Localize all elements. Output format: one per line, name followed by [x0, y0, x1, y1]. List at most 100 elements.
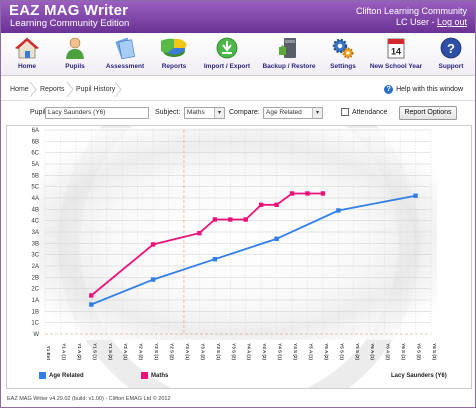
data-point[interactable]: [336, 208, 341, 213]
data-point[interactable]: [274, 202, 279, 207]
chevron-down-icon: ▾: [312, 108, 322, 118]
data-point[interactable]: [150, 242, 156, 247]
attendance-label: Attendance: [352, 109, 388, 116]
app-title: EAZ MAG Writer: [9, 2, 129, 19]
y-tick-label: 1A: [32, 298, 39, 304]
y-tick-label: 5C: [31, 185, 39, 191]
breadcrumb: Home Reports Pupil History ? Help with th…: [1, 79, 475, 101]
backup-icon: [279, 38, 296, 58]
compare-label: Compare:: [229, 109, 260, 116]
toolbar-assessment[interactable]: Assessment: [101, 33, 149, 75]
logout-link[interactable]: Log out: [436, 17, 467, 27]
toolbar-support[interactable]: ? Support: [433, 33, 469, 75]
x-tick-label: Y1 Ent: [46, 346, 51, 361]
y-tick-label: 5A: [32, 162, 39, 168]
subject-select[interactable]: Maths ▾: [184, 107, 225, 119]
app-header: EAZ MAG Writer Learning Community Editio…: [1, 1, 475, 33]
data-point[interactable]: [243, 217, 248, 222]
data-point[interactable]: [289, 191, 295, 196]
x-tick-label: Y5 S (1): [339, 343, 344, 360]
pie-chart-icon: [161, 38, 187, 57]
subject-select-value: Maths: [187, 109, 205, 116]
x-tick-label: Y4 A (1): [247, 343, 252, 360]
x-tick-label: Y2 S (1): [154, 343, 159, 360]
x-tick-label: Y3 A (2): [200, 343, 205, 360]
data-point[interactable]: [305, 191, 310, 196]
y-tick-label: 1B: [32, 309, 39, 315]
data-point[interactable]: [413, 193, 418, 198]
x-tick-label: Y5 S (2): [355, 343, 360, 360]
toolbar-import-export[interactable]: Import / Export: [201, 33, 253, 75]
toolbar-new-school-year[interactable]: 14 New School Year: [368, 33, 424, 75]
report-options-button[interactable]: Report Options: [399, 106, 457, 120]
data-point[interactable]: [197, 230, 202, 236]
plot-area: [37, 128, 437, 340]
chart-pupil-caption: Lacy Saunders (Y6): [391, 373, 447, 379]
pupil-icon: [66, 37, 84, 59]
toolbar-settings[interactable]: Settings: [325, 33, 361, 75]
compare-select-value: Age Related: [266, 109, 302, 116]
x-tick-label: Y2 S (2): [170, 343, 175, 360]
toolbar-home[interactable]: Home: [9, 33, 45, 75]
x-tick-label: Y5 A (2): [324, 343, 329, 360]
breadcrumb-chevron-icon: [66, 82, 74, 97]
home-icon: [14, 37, 40, 59]
toolbar-home-label: Home: [17, 63, 37, 70]
series-line-age-related: [90, 194, 416, 306]
data-point[interactable]: [150, 277, 156, 282]
compare-select[interactable]: Age Related ▾: [263, 107, 323, 119]
data-point[interactable]: [258, 202, 264, 207]
legend-age-related: Age Related: [49, 373, 84, 379]
calendar-day-number: 14: [391, 47, 401, 57]
toolbar-backup-restore[interactable]: Backup / Restore: [261, 33, 317, 75]
data-point[interactable]: [89, 302, 94, 307]
pupil-field[interactable]: Lacy Saunders (Y6): [45, 107, 149, 119]
breadcrumb-reports[interactable]: Reports: [40, 86, 65, 93]
y-tick-label: 1C: [31, 321, 39, 327]
data-point[interactable]: [320, 191, 326, 196]
x-tick-label: Y4 S (1): [278, 343, 283, 360]
help-link-label: Help with this window: [396, 86, 463, 93]
y-tick-label: 6C: [31, 151, 39, 157]
y-tick-label: 6B: [32, 139, 39, 145]
toolbar-import-export-label: Import / Export: [203, 63, 251, 70]
chart-series: [89, 191, 418, 307]
data-point[interactable]: [89, 293, 94, 298]
y-tick-label: 2A: [32, 264, 39, 270]
toolbar-pupils-label: Pupils: [65, 63, 85, 70]
toolbar-reports[interactable]: Reports: [156, 33, 192, 75]
y-tick-label: 2B: [32, 275, 39, 281]
calendar-icon: 14: [387, 38, 405, 59]
x-tick-label: Y2 A (2): [139, 343, 144, 360]
data-point[interactable]: [212, 217, 218, 222]
pupil-label: Pupil:: [30, 109, 48, 116]
x-tick-label: Y2 A (1): [123, 343, 128, 360]
footer-version: EAZ MAG Writer v4.29.02 (build: v1.00) -…: [7, 396, 171, 402]
breadcrumb-pupil-history[interactable]: Pupil History: [76, 86, 116, 93]
y-tick-label: 3C: [31, 253, 39, 259]
svg-text:?: ?: [447, 41, 455, 56]
gear-icon: [332, 38, 354, 59]
data-point[interactable]: [228, 217, 233, 222]
y-tick-label: 4B: [32, 207, 39, 213]
user-name: LC User -: [395, 17, 437, 27]
breadcrumb-chevron-icon: [114, 82, 122, 97]
chart-grid: [44, 129, 432, 335]
x-tick-label: Y1 A (2): [77, 343, 82, 360]
x-tick-label: Y4 A (2): [262, 343, 267, 360]
data-point[interactable]: [274, 236, 279, 241]
data-point[interactable]: [212, 257, 218, 262]
help-link[interactable]: ? Help with this window: [384, 79, 463, 100]
legend-swatch-maths: [141, 372, 148, 379]
x-tick-label: Y6 S (1): [401, 343, 406, 360]
x-tick-label: Y1 S (2): [108, 343, 113, 360]
breadcrumb-home[interactable]: Home: [10, 86, 29, 93]
attendance-checkbox[interactable]: [341, 108, 349, 116]
legend-swatch-age-related: [39, 372, 46, 379]
x-tick-label: Y6 S (2): [417, 343, 422, 360]
y-axis-labels: W 1C 1B 1A 2C 2B 2A 3C 3B 3A 4C 4B 4A 5C 5B 5A 6C 6B 6A: [31, 128, 39, 338]
pupil-history-chart: W 1C 1B 1A 2C 2B 2A 3C 3B 3A 4C 4B 4A 5C 5B 5A 6C 6B 6A Y1…: [6, 125, 472, 389]
user-info: LC User - Log out: [396, 17, 467, 27]
toolbar-pupils[interactable]: Pupils: [57, 33, 93, 75]
